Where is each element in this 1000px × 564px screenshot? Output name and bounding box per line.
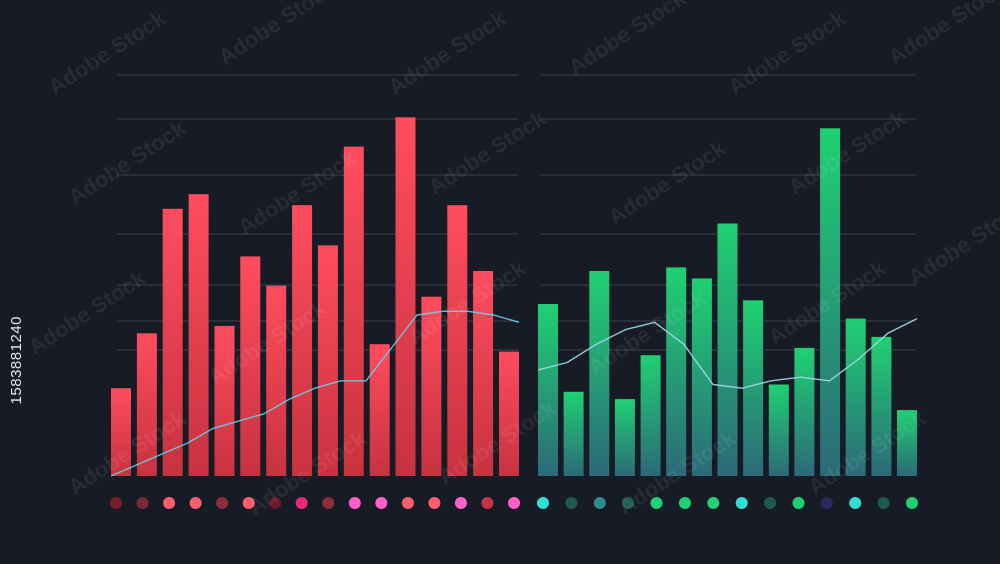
bar-1-13 xyxy=(421,296,442,476)
bar-2-14 xyxy=(871,336,892,476)
legend-dot-1-14 xyxy=(454,497,467,509)
gridlines xyxy=(117,74,916,351)
legend-dot-2-13 xyxy=(877,497,890,509)
legend-dot-1-8 xyxy=(295,497,308,509)
legend-dot-1-11 xyxy=(375,497,388,509)
legend-dot-1-15 xyxy=(481,497,494,509)
bar-2-11 xyxy=(794,347,815,476)
legend-dot-2-2 xyxy=(565,497,578,509)
bar-1-7 xyxy=(266,285,287,476)
bar-2-9 xyxy=(743,300,764,476)
bar-1-3 xyxy=(162,208,183,477)
legend-dot-1-12 xyxy=(401,497,414,509)
bar-1-16 xyxy=(499,351,519,476)
legend-dot-1-3 xyxy=(163,497,176,509)
legend-dot-2-8 xyxy=(735,497,748,509)
side-id-text: 1583881240 xyxy=(8,316,25,405)
legend-dot-2-3 xyxy=(593,497,606,509)
legend-dot-2-6 xyxy=(678,497,691,509)
legend-dot-2-7 xyxy=(707,497,720,509)
bar-1-4 xyxy=(188,194,209,476)
legend-dot-2-5 xyxy=(650,497,663,509)
bar-2-8 xyxy=(717,223,738,476)
bar-2-2 xyxy=(563,391,584,476)
bar-1-1 xyxy=(111,388,131,476)
green-bar-chart xyxy=(537,128,918,509)
bar-2-5 xyxy=(640,355,661,476)
bar-2-13 xyxy=(845,318,866,476)
bar-1-2 xyxy=(136,333,157,476)
bar-2-1 xyxy=(538,304,558,476)
bar-1-8 xyxy=(292,205,313,476)
bar-2-3 xyxy=(589,271,610,476)
red-bar-chart xyxy=(110,117,520,509)
legend-dot-2-14 xyxy=(906,497,918,509)
legend-dot-1-7 xyxy=(269,497,282,509)
legend-dot-1-2 xyxy=(136,497,149,509)
legend-dot-2-4 xyxy=(622,497,635,509)
bar-1-11 xyxy=(369,344,390,476)
bar-1-14 xyxy=(447,205,468,476)
bar-2-10 xyxy=(768,384,789,476)
bar-1-10 xyxy=(343,146,364,476)
trend-line-1 xyxy=(110,310,520,477)
legend-dot-2-1 xyxy=(537,497,549,509)
legend-dot-1-9 xyxy=(322,497,335,509)
legend-dot-1-13 xyxy=(428,497,441,509)
legend-dot-1-16 xyxy=(508,497,520,509)
bar-1-6 xyxy=(240,256,261,476)
legend-dot-1-4 xyxy=(189,497,202,509)
legend-dot-2-9 xyxy=(764,497,777,509)
bar-2-7 xyxy=(691,278,712,476)
legend-dot-1-6 xyxy=(242,497,255,509)
bar-2-15 xyxy=(897,410,917,476)
legend-dot-1-5 xyxy=(216,497,229,509)
bar-2-4 xyxy=(614,399,635,476)
bar-2-12 xyxy=(820,128,841,477)
legend-dot-2-11 xyxy=(820,497,833,509)
bar-1-9 xyxy=(317,245,338,476)
legend-dot-2-10 xyxy=(792,497,805,509)
legend-dot-2-12 xyxy=(849,497,862,509)
legend-dot-1-10 xyxy=(348,497,361,509)
bar-1-15 xyxy=(473,271,494,476)
bar-1-12 xyxy=(395,117,416,477)
bar-1-5 xyxy=(214,325,235,476)
bar-2-6 xyxy=(666,267,687,476)
trend-line-2 xyxy=(537,317,918,389)
legend-dot-1-1 xyxy=(110,497,122,509)
